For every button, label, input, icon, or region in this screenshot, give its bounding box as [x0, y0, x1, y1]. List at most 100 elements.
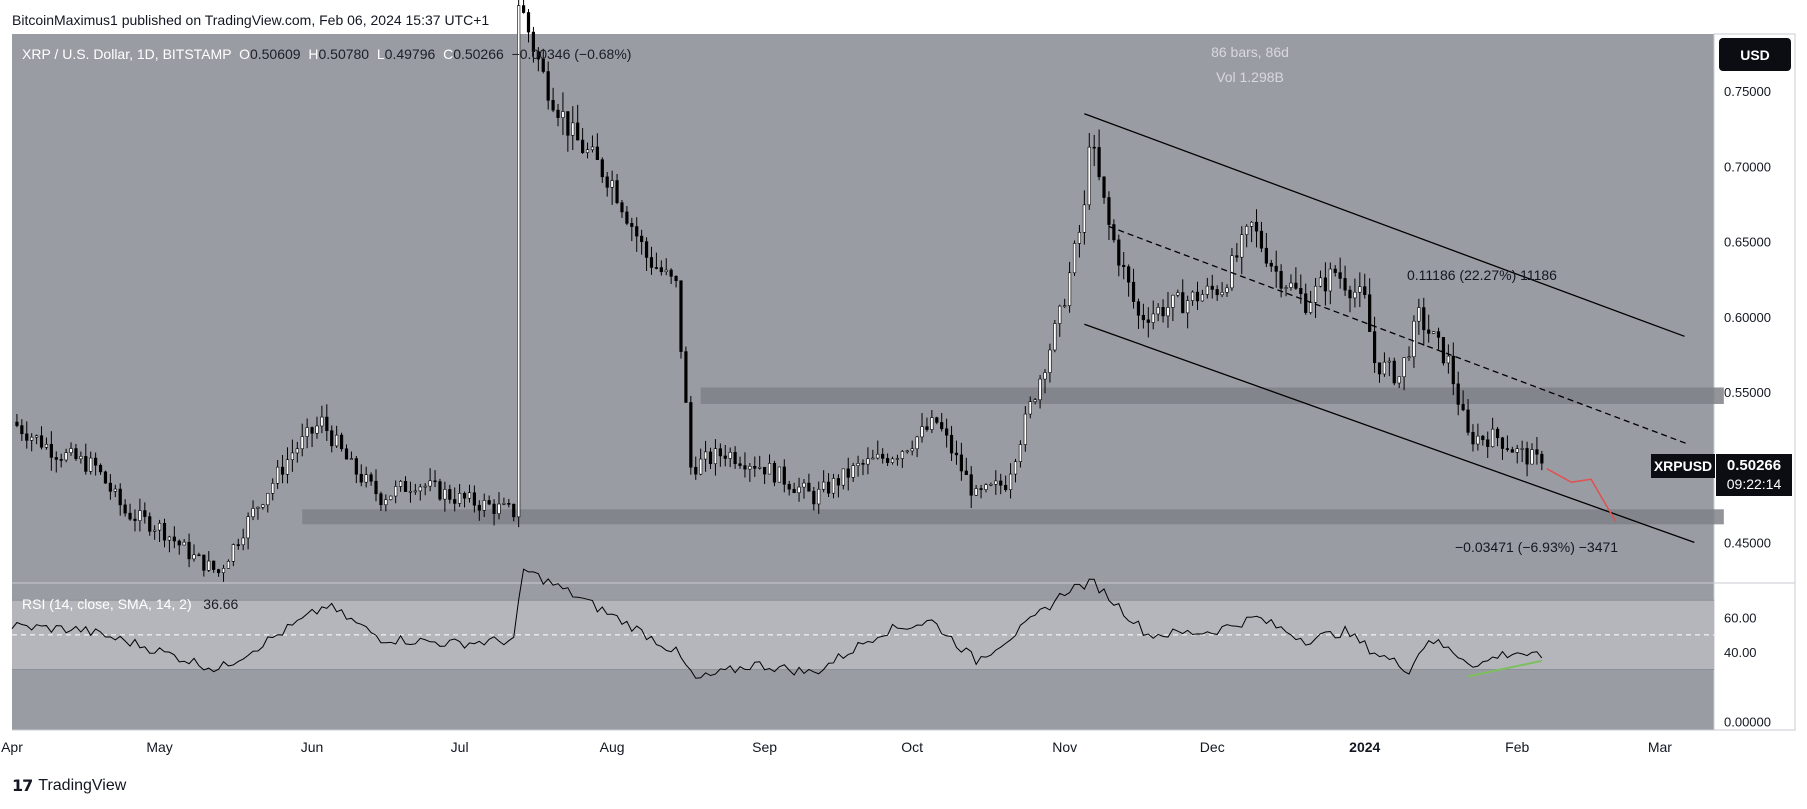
candle-body [1422, 307, 1426, 331]
candle-body [1441, 337, 1446, 364]
candle-body [949, 434, 954, 454]
candle-body [576, 122, 580, 141]
candle-body [1372, 331, 1377, 364]
candle-body [1230, 255, 1234, 289]
candle-body [221, 567, 226, 573]
candle-body [276, 466, 280, 484]
candle-body [1353, 291, 1357, 299]
price-tick-label: 0.70000 [1724, 159, 1771, 174]
candle-body [659, 267, 663, 273]
price-tick-label: 0.60000 [1724, 310, 1771, 325]
candle-body [1240, 234, 1244, 258]
candle-body [84, 456, 88, 472]
candle-body [1097, 147, 1101, 178]
candle-body [1082, 204, 1086, 233]
candle-body [536, 51, 540, 60]
candle-body [1387, 360, 1391, 363]
candle-body [271, 483, 275, 494]
candle-body [684, 351, 688, 403]
candle-body [202, 554, 206, 571]
candle-body [1200, 294, 1205, 302]
footer-brand[interactable]: TradingView [38, 776, 127, 794]
candle-body [49, 443, 53, 458]
candle-body [910, 448, 914, 452]
candle-body [1397, 376, 1401, 384]
low-key: L [376, 46, 385, 62]
candle-body [1146, 319, 1150, 323]
time-tick-label: Nov [1052, 739, 1077, 755]
last-price: 0.50266 [1726, 457, 1782, 474]
candle-body [787, 483, 791, 490]
time-tick-label: Apr [1, 739, 23, 755]
candle-body [1023, 413, 1027, 445]
candle-body [822, 481, 826, 490]
candle-body [1274, 265, 1278, 272]
candle-body [1092, 146, 1096, 149]
candle-body [1043, 372, 1047, 380]
mid-channel-line [1108, 225, 1690, 446]
candle-body [1417, 307, 1421, 322]
candle-body [418, 486, 422, 492]
candle-body [1063, 305, 1067, 307]
candle-body [861, 463, 865, 465]
candle-body [738, 463, 742, 466]
candle-body [1491, 428, 1495, 447]
candle-body [561, 111, 565, 118]
candle-body [654, 267, 658, 269]
candle-body [379, 493, 383, 506]
candle-body [630, 223, 634, 227]
candle-body [310, 427, 314, 434]
candle-body [467, 492, 472, 499]
candles [15, 0, 1544, 582]
candle-body [1245, 226, 1249, 236]
candle-body [1181, 292, 1185, 314]
candle-body [123, 504, 127, 514]
upper-channel-line [1084, 113, 1685, 337]
candle-body [300, 436, 304, 450]
candle-body [792, 488, 796, 494]
candle-body [585, 149, 590, 153]
candle-body [1304, 293, 1308, 313]
candle-body [285, 459, 290, 475]
candle-body [718, 448, 722, 457]
price-tick-label: 0.65000 [1724, 235, 1771, 250]
candle-body [713, 448, 718, 465]
candle-body [1289, 282, 1293, 288]
candle-body [394, 486, 398, 497]
candle-body [1510, 449, 1514, 453]
candle-body [615, 180, 619, 203]
candle-body [940, 422, 944, 430]
candle-body [266, 493, 270, 506]
candle-body [197, 554, 201, 557]
candle-body [767, 462, 772, 475]
candle-body [994, 480, 998, 485]
time-tick-label: Jul [451, 739, 469, 755]
candle-body [236, 544, 240, 546]
price-tick-label: 0.45000 [1724, 535, 1771, 550]
rsi-line [11, 568, 1543, 679]
candle-body [812, 490, 816, 505]
candle-body [856, 463, 860, 466]
candle-body [1220, 292, 1224, 296]
candle-body [644, 241, 649, 258]
candle-body [472, 492, 476, 506]
candle-body [1363, 286, 1367, 295]
candle-body [384, 499, 388, 506]
price-legend: XRP / U.S. Dollar, 1D, BITSTAMP O0.50609… [22, 46, 631, 62]
candle-body [15, 421, 19, 426]
candle-body [1028, 401, 1032, 415]
candle-body [320, 416, 324, 427]
candle-body [212, 560, 216, 570]
currency-button[interactable]: USD [1719, 38, 1791, 71]
candle-body [487, 500, 491, 505]
candle-body [162, 522, 167, 541]
candle-body [359, 473, 363, 483]
candle-body [103, 471, 108, 484]
candle-body [1540, 453, 1544, 464]
candle-body [477, 504, 481, 511]
candle-body [1250, 221, 1254, 227]
candle-body [89, 457, 93, 472]
candle-body [984, 484, 988, 490]
candle-body [817, 488, 821, 505]
